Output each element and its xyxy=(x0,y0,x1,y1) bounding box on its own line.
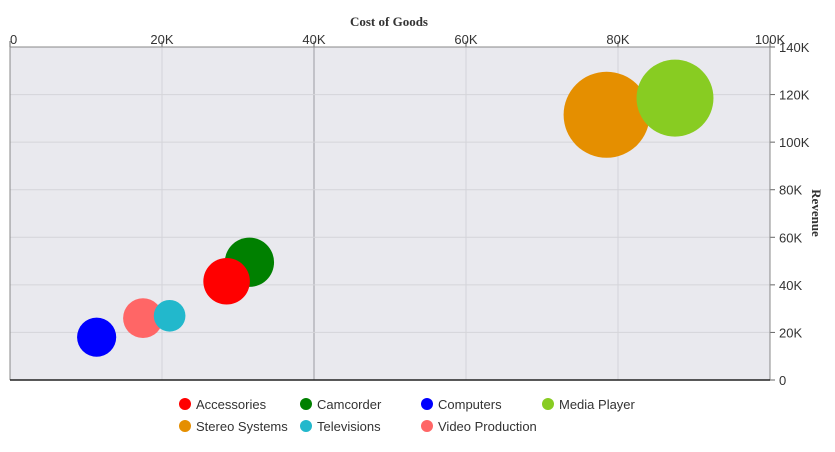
legend-label: Computers xyxy=(438,397,502,412)
y-tick-label: 20K xyxy=(779,325,802,340)
y-tick-label: 100K xyxy=(779,135,810,150)
bubbles xyxy=(77,59,714,357)
legend-label: Televisions xyxy=(317,419,381,434)
axes: 0 20K 40K 60K 80K 100K 0 20K 40K 60K 80K 100K 120K 14… xyxy=(9,32,810,388)
legend-item-media-player[interactable]: Media Player xyxy=(542,397,636,412)
x-tick-label: 100K xyxy=(755,32,786,47)
y-axis-title: Revenue xyxy=(809,189,824,237)
bubble-video-production[interactable] xyxy=(123,298,163,339)
legend-item-camcorder[interactable]: Camcorder xyxy=(300,397,382,412)
legend-item-accessories[interactable]: Accessories xyxy=(179,397,267,412)
legend-item-televisions[interactable]: Televisions xyxy=(300,419,381,434)
legend-marker xyxy=(179,398,191,410)
x-tick-label: 40K xyxy=(302,32,325,47)
y-tick-label: 60K xyxy=(779,230,802,245)
bubble-media-player[interactable] xyxy=(636,59,714,137)
legend-label: Video Production xyxy=(438,419,537,434)
bubble-stereo-systems[interactable] xyxy=(563,71,650,158)
legend-marker xyxy=(542,398,554,410)
y-tick-label: 140K xyxy=(779,40,810,55)
x-tick-label: 80K xyxy=(606,32,629,47)
x-tick-label: 20K xyxy=(150,32,173,47)
legend-item-computers[interactable]: Computers xyxy=(421,397,502,412)
legend-label: Media Player xyxy=(559,397,636,412)
legend-label: Accessories xyxy=(196,397,267,412)
bubble-computers[interactable] xyxy=(77,317,117,357)
legend-marker xyxy=(421,420,433,432)
y-tick-label: 120K xyxy=(779,88,810,103)
x-axis-title: Cost of Goods xyxy=(350,14,428,29)
x-tick-label: 60K xyxy=(454,32,477,47)
legend-item-video-production[interactable]: Video Production xyxy=(421,419,537,434)
y-tick-label: 0 xyxy=(779,373,786,388)
legend-marker xyxy=(300,420,312,432)
y-tick-label: 40K xyxy=(779,278,802,293)
legend-marker xyxy=(179,420,191,432)
y-tick-label: 80K xyxy=(779,183,802,198)
bubble-televisions[interactable] xyxy=(153,299,186,332)
legend-label: Camcorder xyxy=(317,397,382,412)
legend-marker xyxy=(300,398,312,410)
x-tick-label: 0 xyxy=(10,32,17,47)
legend-item-stereo-systems[interactable]: Stereo Systems xyxy=(179,419,288,434)
legend-marker xyxy=(421,398,433,410)
legend: Accessories Camcorder Computers Media Playe… xyxy=(179,397,636,434)
legend-label: Stereo Systems xyxy=(196,419,288,434)
bubble-accessories[interactable] xyxy=(203,258,250,305)
